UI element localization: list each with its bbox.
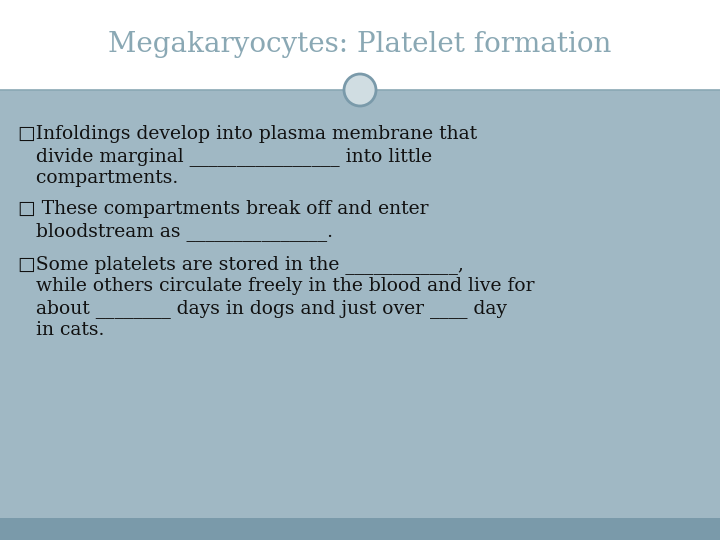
Circle shape bbox=[344, 74, 376, 106]
Text: compartments.: compartments. bbox=[18, 169, 179, 187]
Text: □Some platelets are stored in the ____________,: □Some platelets are stored in the ______… bbox=[18, 255, 464, 274]
Text: □Infoldings develop into plasma membrane that: □Infoldings develop into plasma membrane… bbox=[18, 125, 477, 143]
Text: about ________ days in dogs and just over ____ day: about ________ days in dogs and just ove… bbox=[18, 299, 507, 318]
Text: bloodstream as _______________.: bloodstream as _______________. bbox=[18, 222, 345, 241]
FancyBboxPatch shape bbox=[0, 90, 720, 518]
FancyBboxPatch shape bbox=[0, 518, 720, 540]
Text: while others circulate freely in the blood and live for: while others circulate freely in the blo… bbox=[18, 277, 534, 295]
Text: divide marginal ________________ into little: divide marginal ________________ into li… bbox=[18, 147, 432, 166]
Text: in cats.: in cats. bbox=[18, 321, 104, 339]
Text: Megakaryocytes: Platelet formation: Megakaryocytes: Platelet formation bbox=[108, 31, 612, 58]
FancyBboxPatch shape bbox=[0, 0, 720, 90]
Text: □ These compartments break off and enter: □ These compartments break off and enter bbox=[18, 200, 428, 218]
